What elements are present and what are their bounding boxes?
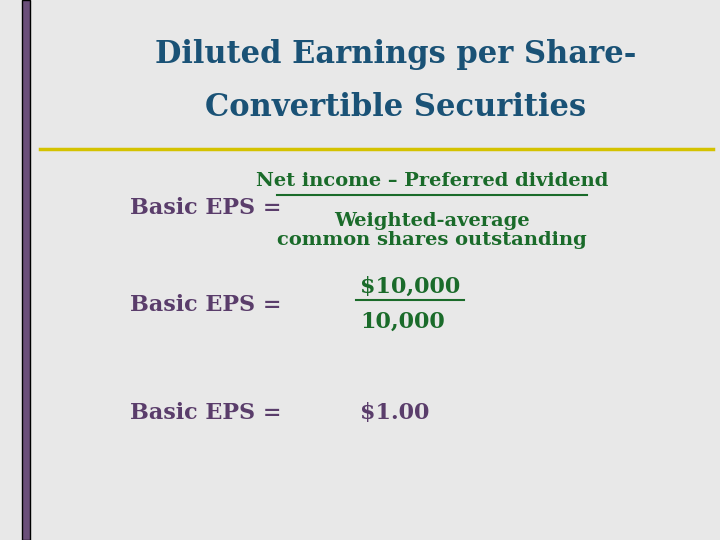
Text: $1.00: $1.00 bbox=[360, 402, 429, 424]
Text: $10,000: $10,000 bbox=[360, 276, 460, 298]
Text: Basic EPS =: Basic EPS = bbox=[130, 402, 281, 424]
Text: Diluted Earnings per Share-: Diluted Earnings per Share- bbox=[156, 38, 636, 70]
Text: Basic EPS =: Basic EPS = bbox=[130, 197, 281, 219]
FancyBboxPatch shape bbox=[22, 0, 30, 540]
Text: Convertible Securities: Convertible Securities bbox=[205, 92, 587, 124]
Text: Weighted-average: Weighted-average bbox=[334, 212, 530, 231]
Text: Basic EPS =: Basic EPS = bbox=[130, 294, 281, 316]
Text: common shares outstanding: common shares outstanding bbox=[277, 231, 587, 249]
Text: Net income – Preferred dividend: Net income – Preferred dividend bbox=[256, 172, 608, 190]
Text: 10,000: 10,000 bbox=[360, 310, 445, 332]
